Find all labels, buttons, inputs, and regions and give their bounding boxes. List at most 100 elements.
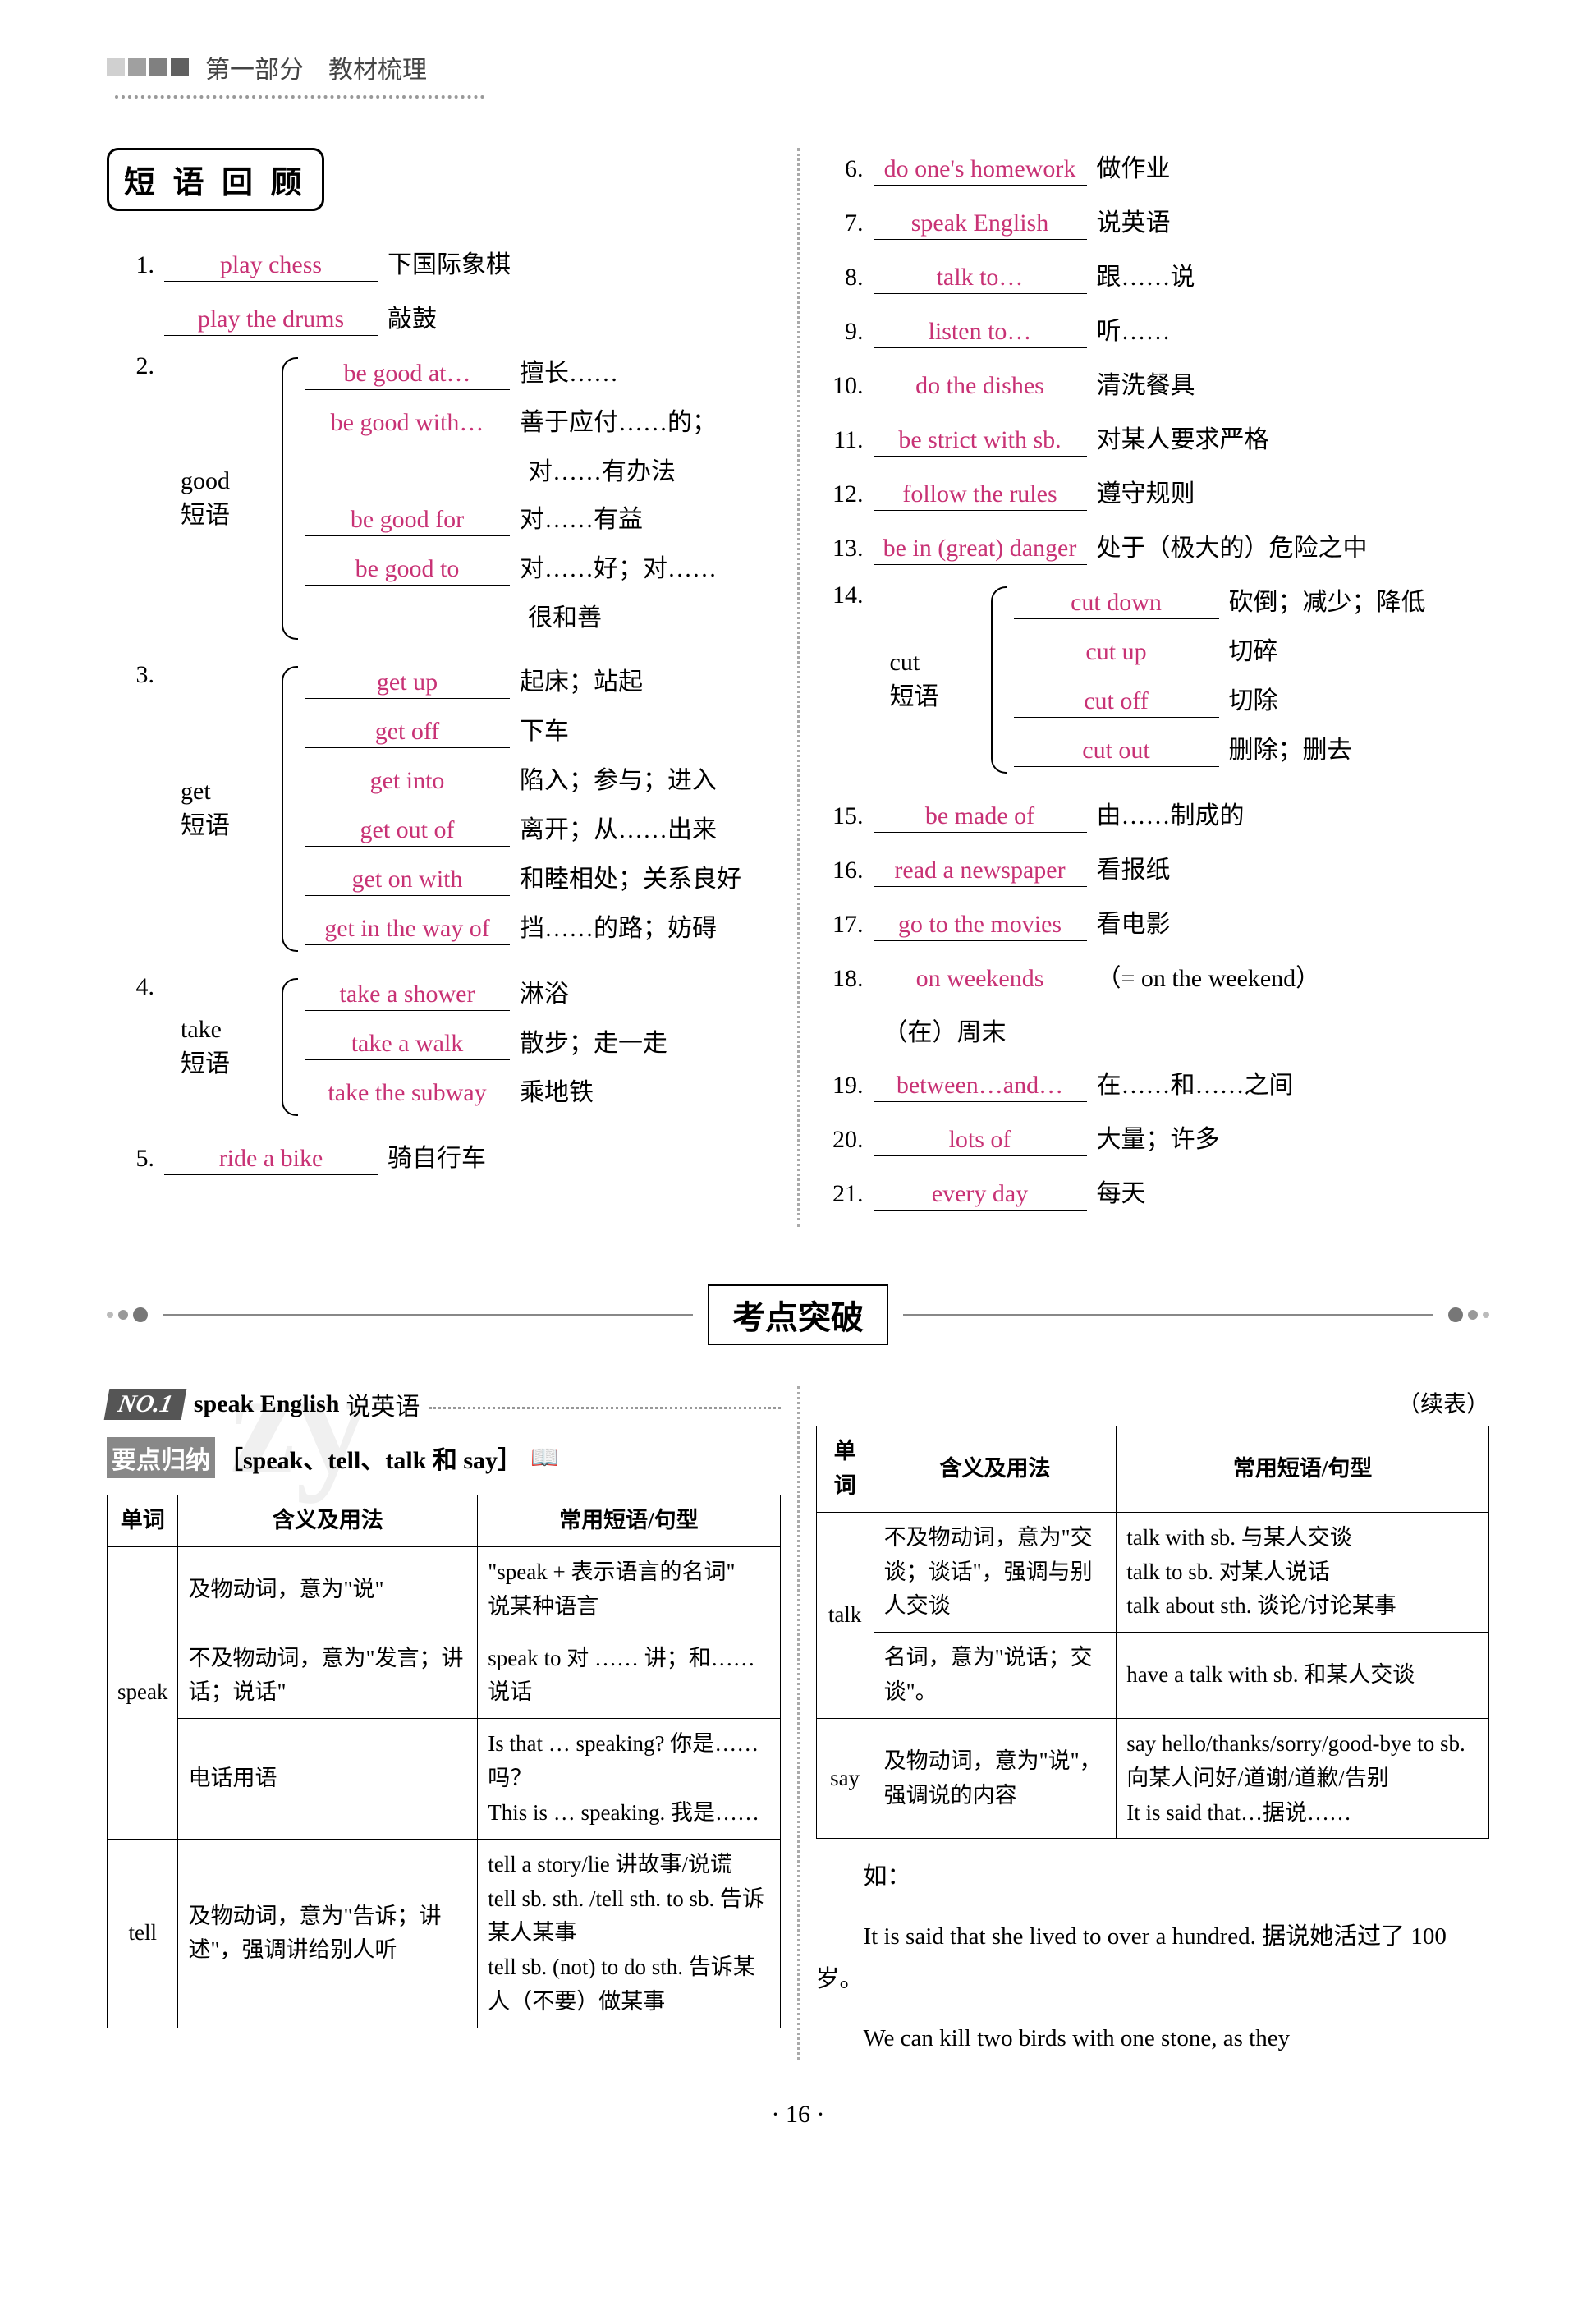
vocab-table-2: 单词 含义及用法 常用短语/句型 talk不及物动词，意为"交谈；谈话"，强调与… [816, 1426, 1490, 1839]
group-item: 对……有办法 [305, 451, 717, 487]
phrase-row: 1.play chess下国际象棋 [107, 244, 781, 282]
book-icon: 📖 [530, 1444, 559, 1472]
answer-blank: play chess [164, 251, 378, 282]
group-item: cut off切除 [1014, 680, 1426, 718]
table-row: talk不及物动词，意为"交谈；谈话"，强调与别人交谈talk with sb.… [816, 1512, 1489, 1633]
answer-blank: get out of [305, 816, 510, 847]
phrase-row: 18.on weekends（= on the weekend） [816, 958, 1490, 995]
section-divider: 考点突破 [107, 1284, 1489, 1345]
answer-blank: lots of [874, 1126, 1087, 1156]
answer-blank: be good at… [305, 360, 510, 390]
header-decor [107, 58, 189, 76]
answer-blank: go to the movies [874, 911, 1087, 941]
answer-blank: follow the rules [874, 480, 1087, 511]
answer-blank: cut out [1014, 737, 1219, 767]
answer-blank: on weekends [874, 965, 1087, 995]
answer-blank: speak English [874, 209, 1087, 240]
topic-no1: NO.1 speak English 说英语 [107, 1386, 781, 1422]
answer-blank: talk to… [874, 264, 1087, 294]
phrase-row: 9.listen to…听…… [816, 310, 1490, 348]
answer-blank: do one's homework [874, 155, 1087, 186]
example-sentence-1: It is said that she lived to over a hund… [816, 1915, 1490, 2001]
group-item: get on with和睦相处；关系良好 [305, 858, 741, 896]
answer-blank: every day [874, 1180, 1087, 1211]
yaodian-line: 要点归纳 ［speak、tell、talk 和 say］ 📖 [107, 1437, 781, 1478]
answer-blank: ride a bike [164, 1145, 378, 1175]
group-number: 2. [107, 352, 164, 645]
phrase-row: 6.do one's homework做作业 [816, 148, 1490, 186]
group-item: 很和善 [305, 597, 717, 633]
answer-blank: get up [305, 668, 510, 699]
column-divider-2 [797, 1386, 800, 2060]
phrases-left-column: 短 语 回 顾 1.play chess下国际象棋 play the drums敲… [107, 148, 781, 1227]
group-item: be good to对……好；对…… [305, 548, 717, 586]
brace-get: get up起床；站起get off下车get into陷入；参与；进入get … [279, 661, 741, 957]
example-intro: 如： [816, 1855, 1490, 1898]
answer-blank: get in the way of [305, 915, 510, 945]
table-row: speak及物动词，意为"说""speak + 表示语言的名词" 说某种语言 [108, 1546, 781, 1633]
answer-blank: be good with… [305, 409, 510, 439]
answer-blank: be good to [305, 555, 510, 586]
group-item: be good at…擅长…… [305, 352, 717, 390]
answer-blank: cut down [1014, 589, 1219, 619]
group-item: get up起床；站起 [305, 661, 741, 699]
answer-blank: get on with [305, 866, 510, 896]
group-item: cut down砍倒；减少；降低 [1014, 581, 1426, 619]
column-divider [797, 148, 800, 1227]
page-header: 第一部分 教材梳理 [107, 49, 1489, 85]
answer-blank: take a shower [305, 981, 510, 1011]
answer-blank: be made of [874, 802, 1087, 833]
group-cut: 14. cut 短语 cut down砍倒；减少；降低cut up切碎cut o… [816, 581, 1490, 779]
page-number: · 16 · [107, 2101, 1489, 2129]
continued-label: （续表） [816, 1386, 1490, 1419]
group-item: get off下车 [305, 710, 741, 748]
example-sentence-2: We can kill two birds with one stone, as… [816, 2017, 1490, 2060]
section-title: 短 语 回 顾 [107, 148, 324, 211]
answer-blank: listen to… [874, 318, 1087, 348]
brace-good: be good at…擅长…… be good with…善于应付……的； 对……有… [279, 352, 717, 645]
table-row: tell及物动词，意为"告诉；讲述"，强调讲给别人听tell a story/l… [108, 1839, 781, 2028]
answer-blank: get into [305, 767, 510, 797]
group-item: get out of离开；从……出来 [305, 809, 741, 847]
group-label: good 短语 [164, 352, 279, 645]
phrase-row: 13.be in (great) danger处于（极大的）危险之中 [816, 527, 1490, 565]
phrase-row: 12.follow the rules遵守规则 [816, 473, 1490, 511]
answer-blank: be in (great) danger [874, 535, 1087, 565]
answer-blank: cut up [1014, 638, 1219, 668]
group-item: be good with…善于应付……的； [305, 402, 717, 439]
group-take: 4. take 短语 take a shower淋浴take a walk散步；… [107, 973, 781, 1121]
divider-title: 考点突破 [708, 1284, 888, 1345]
answer-blank: cut off [1014, 687, 1219, 718]
answer-blank: play the drums [164, 306, 378, 336]
group-get: 3. get 短语 get up起床；站起get off下车get into陷入… [107, 661, 781, 957]
answer-blank: be good for [305, 506, 510, 536]
phrase-row: 20.lots of大量；许多 [816, 1119, 1490, 1156]
phrases-right-column: 6.do one's homework做作业 7.speak English说英语… [816, 148, 1490, 1227]
header-dotted-line [115, 95, 484, 99]
phrase-row: 16.read a newspaper看报纸 [816, 849, 1490, 887]
phrase-row: 7.speak English说英语 [816, 202, 1490, 240]
group-item: get into陷入；参与；进入 [305, 760, 741, 797]
group-item: be good for对……有益 [305, 498, 717, 536]
table-row: 名词，意为"说话；交谈"。have a talk with sb. 和某人交谈 [816, 1633, 1489, 1719]
answer-blank: take the subway [305, 1079, 510, 1109]
group-item: cut out删除；删去 [1014, 729, 1426, 767]
group-item: get in the way of挡……的路；妨碍 [305, 907, 741, 945]
answer-blank: read a newspaper [874, 857, 1087, 887]
phrase-row: 10.do the dishes清洗餐具 [816, 365, 1490, 402]
group-item: take the subway乘地铁 [305, 1072, 667, 1109]
answer-blank: do the dishes [874, 372, 1087, 402]
phrase-row: 19.between…and…在……和……之间 [816, 1064, 1490, 1102]
answer-blank: between…and… [874, 1072, 1087, 1102]
phrase-row: 21.every day每天 [816, 1173, 1490, 1211]
group-good: 2. good 短语 be good at…擅长…… be good with…善… [107, 352, 781, 645]
answer-blank: take a walk [305, 1030, 510, 1060]
phrase-row: 8.talk to…跟……说 [816, 256, 1490, 294]
phrase-row: 15.be made of由……制成的 [816, 795, 1490, 833]
phrase-row: play the drums敲鼓 [107, 298, 781, 336]
subsection-right: （续表） 单词 含义及用法 常用短语/句型 talk不及物动词，意为"交谈；谈话… [816, 1386, 1490, 2060]
brace-take: take a shower淋浴take a walk散步；走一走take the… [279, 973, 667, 1121]
phrase-row: 11.be strict with sb.对某人要求严格 [816, 419, 1490, 457]
brace-cut: cut down砍倒；减少；降低cut up切碎cut off切除cut out… [988, 581, 1426, 779]
subsection-left: zy NO.1 speak English 说英语 要点归纳 ［speak、te… [107, 1386, 781, 2060]
